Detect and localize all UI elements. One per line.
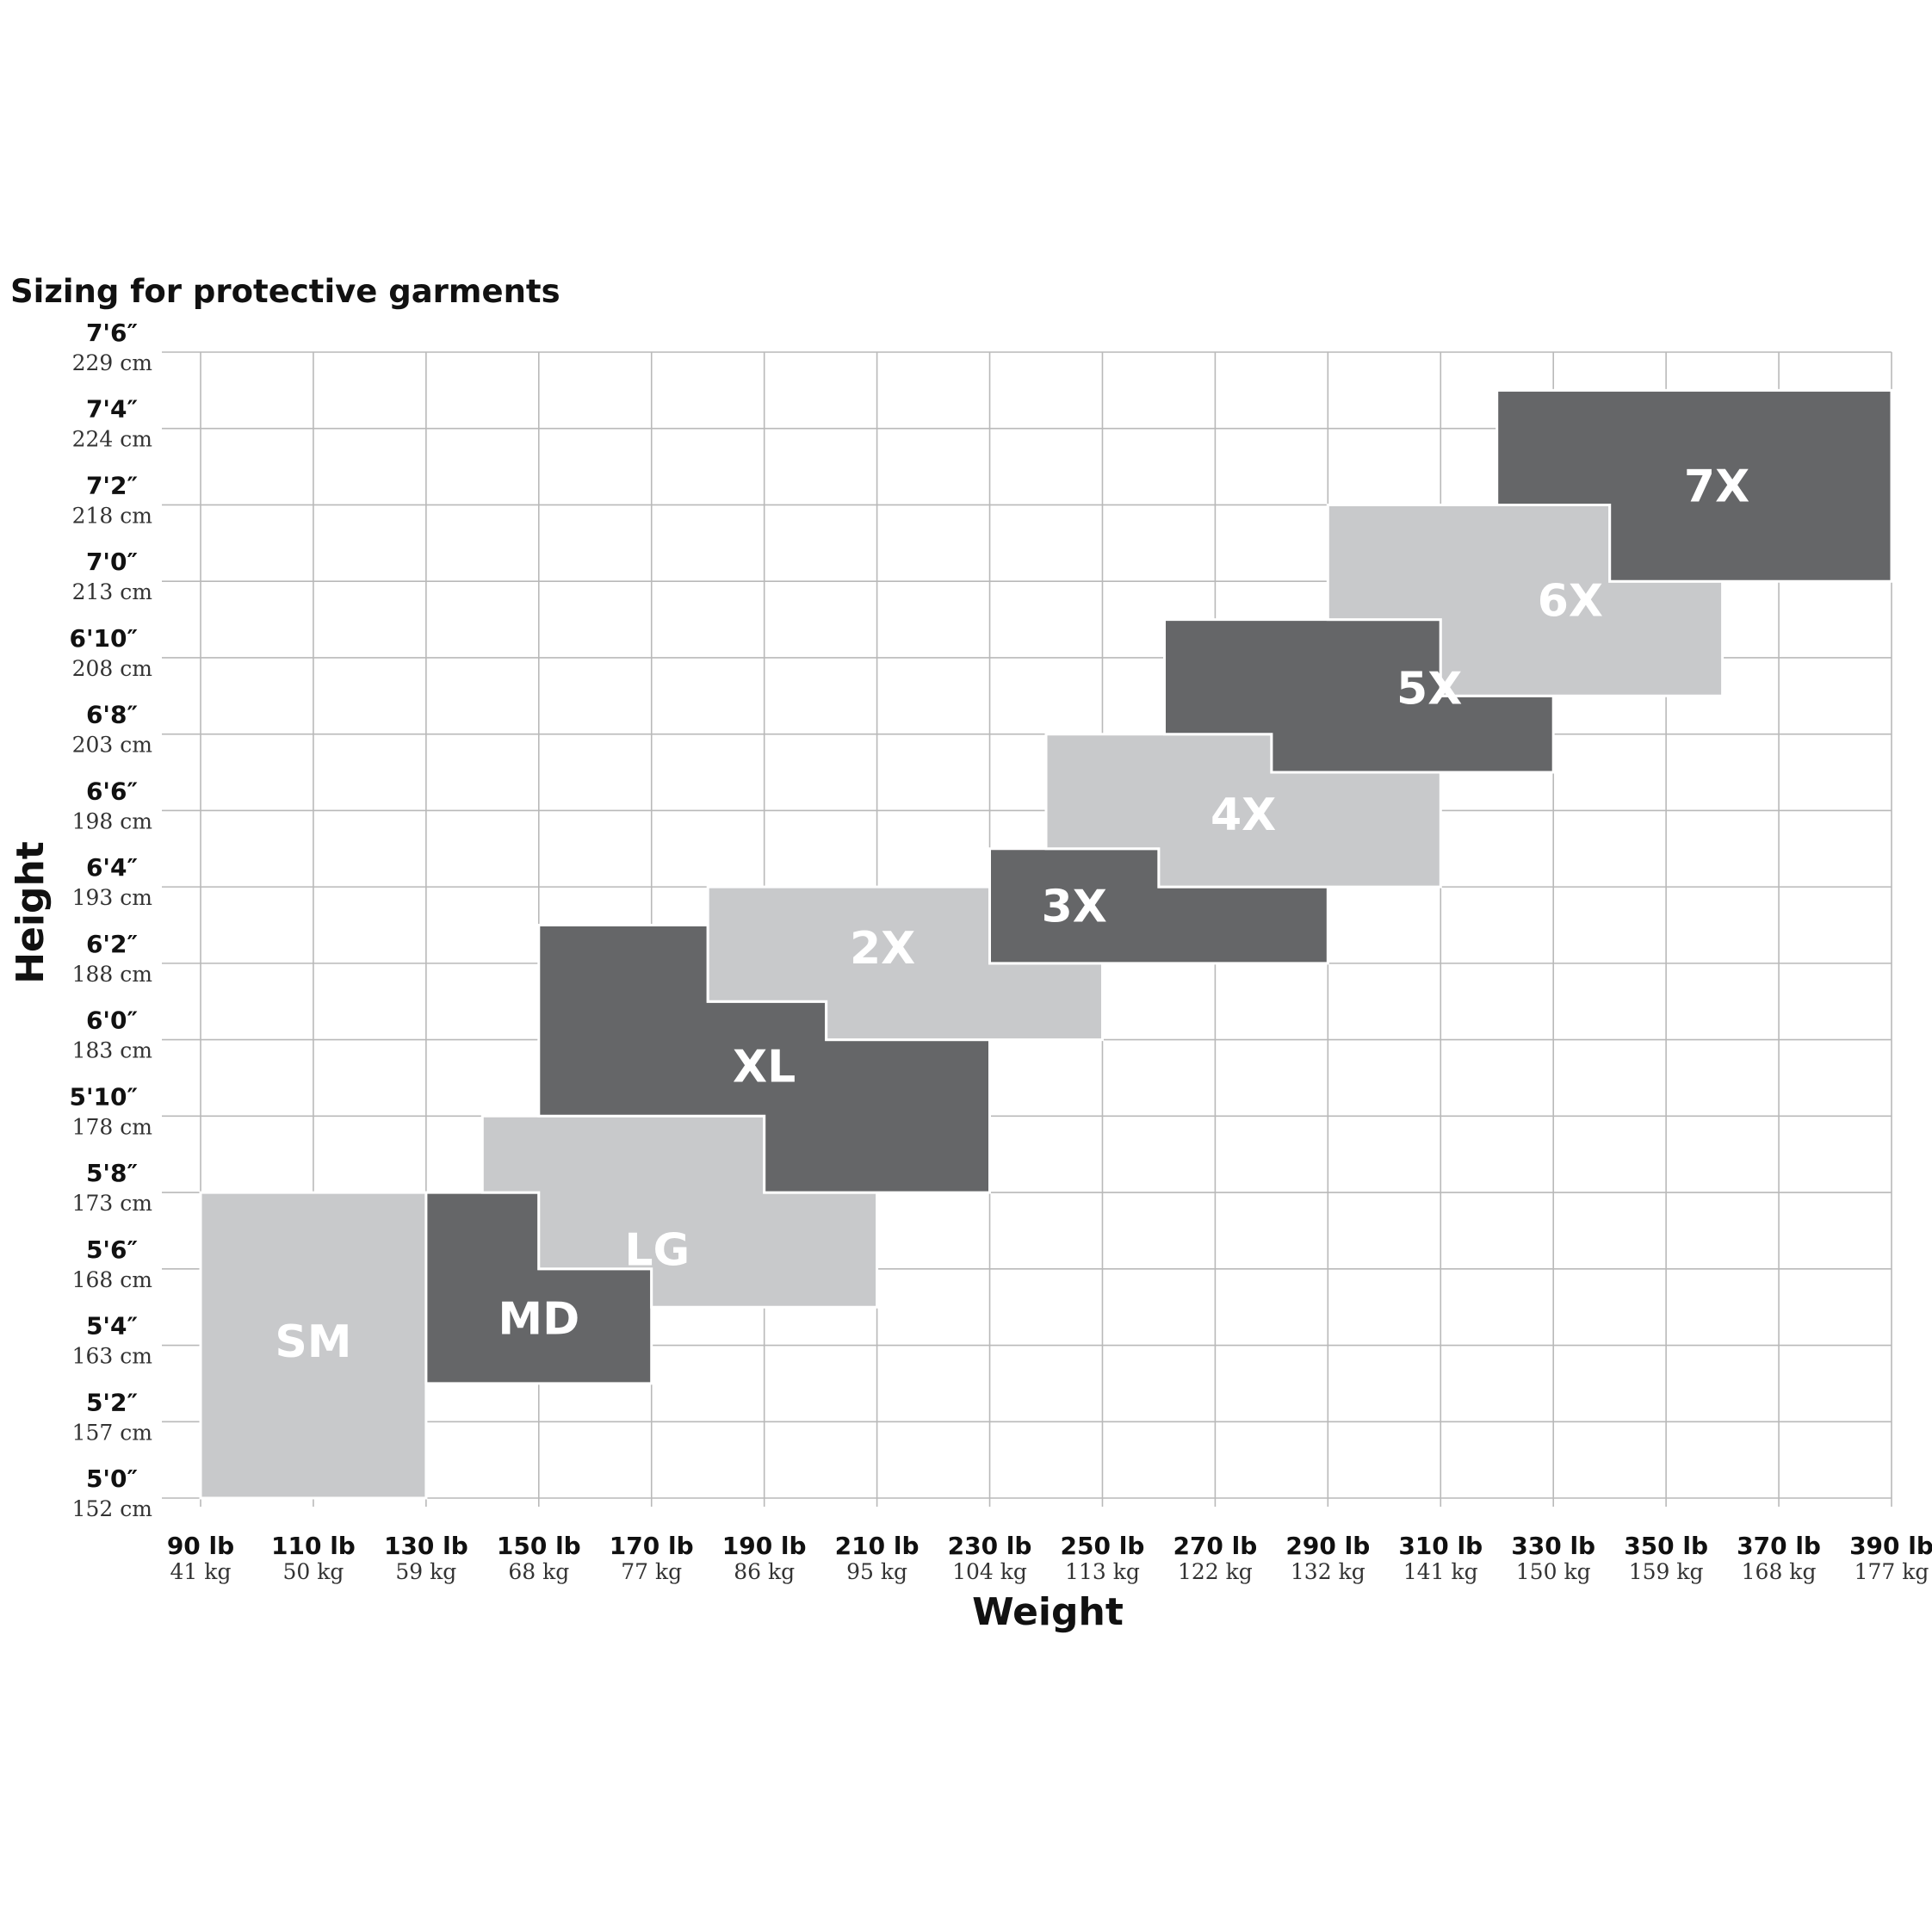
y-tick-sublabel: 203 cm — [72, 733, 153, 758]
size-label-md: MD — [498, 1293, 579, 1345]
y-tick-sublabel: 183 cm — [72, 1038, 153, 1063]
y-tick-label: 5'6″ — [86, 1235, 138, 1264]
size-label-6x: 6X — [1538, 575, 1603, 627]
size-label-lg: LG — [624, 1225, 690, 1277]
x-tick-sublabel: 177 kg — [1855, 1559, 1929, 1584]
y-tick-label: 7'6″ — [86, 319, 138, 347]
y-tick-label: 5'0″ — [86, 1464, 138, 1493]
y-tick-sublabel: 188 cm — [72, 962, 153, 987]
x-tick-sublabel: 159 kg — [1629, 1559, 1704, 1584]
x-tick-sublabel: 141 kg — [1403, 1559, 1478, 1584]
size-regions — [199, 388, 1893, 1500]
y-tick-label: 6'2″ — [86, 930, 138, 958]
x-tick-sublabel: 95 kg — [846, 1559, 907, 1584]
x-tick-sublabel: 122 kg — [1178, 1559, 1253, 1584]
y-axis-title: Height — [9, 841, 53, 984]
x-tick-label: 310 lb — [1398, 1532, 1483, 1560]
y-tick-sublabel: 208 cm — [72, 656, 153, 681]
y-tick-sublabel: 229 cm — [72, 350, 153, 375]
y-tick-label: 6'8″ — [86, 701, 138, 729]
x-tick-sublabel: 59 kg — [395, 1559, 456, 1584]
y-tick-label: 6'10″ — [69, 624, 138, 653]
x-tick-sublabel: 113 kg — [1065, 1559, 1140, 1584]
x-tick-label: 230 lb — [948, 1532, 1032, 1560]
x-tick-label: 270 lb — [1173, 1532, 1257, 1560]
x-tick-label: 250 lb — [1061, 1532, 1145, 1560]
x-tick-sublabel: 132 kg — [1291, 1559, 1365, 1584]
size-label-5x: 5X — [1396, 663, 1462, 715]
y-tick-sublabel: 163 cm — [72, 1344, 153, 1369]
x-tick-sublabel: 86 kg — [734, 1559, 795, 1584]
y-tick-sublabel: 193 cm — [72, 885, 153, 910]
y-tick-label: 5'8″ — [86, 1159, 138, 1187]
size-label-sm: SM — [275, 1316, 351, 1368]
x-tick-label: 110 lb — [271, 1532, 356, 1560]
x-tick-sublabel: 104 kg — [952, 1559, 1027, 1584]
x-tick-label: 390 lb — [1849, 1532, 1932, 1560]
x-tick-label: 210 lb — [835, 1532, 920, 1560]
y-tick-label: 6'4″ — [86, 853, 138, 882]
size-label-7x: 7X — [1684, 461, 1749, 512]
y-tick-sublabel: 218 cm — [72, 503, 153, 528]
y-tick-label: 6'0″ — [86, 1006, 138, 1035]
size-label-4x: 4X — [1211, 790, 1276, 841]
x-tick-sublabel: 150 kg — [1516, 1559, 1591, 1584]
y-tick-sublabel: 178 cm — [72, 1114, 153, 1139]
x-tick-label: 130 lb — [384, 1532, 468, 1560]
y-tick-label: 7'4″ — [86, 395, 138, 424]
y-tick-label: 5'4″ — [86, 1312, 138, 1341]
size-labels: SM MD LG XL 2X 3X 4X 5X 6X 7X — [275, 461, 1749, 1368]
y-tick-sublabel: 157 cm — [72, 1420, 153, 1445]
size-label-xl: XL — [733, 1042, 796, 1093]
x-tick-sublabel: 168 kg — [1742, 1559, 1817, 1584]
x-tick-label: 290 lb — [1285, 1532, 1370, 1560]
x-axis-title: Weight — [972, 1590, 1124, 1634]
y-tick-sublabel: 168 cm — [72, 1267, 153, 1292]
x-tick-label: 370 lb — [1737, 1532, 1821, 1560]
x-tick-label: 170 lb — [610, 1532, 694, 1560]
x-tick-sublabel: 68 kg — [508, 1559, 569, 1584]
y-tick-label: 7'0″ — [86, 548, 138, 576]
x-tick-label: 330 lb — [1511, 1532, 1595, 1560]
y-tick-sublabel: 152 cm — [72, 1496, 153, 1521]
size-region-lg — [480, 1114, 879, 1309]
x-tick-label: 350 lb — [1624, 1532, 1708, 1560]
size-label-2x: 2X — [850, 923, 915, 975]
x-tick-label: 90 lb — [167, 1532, 234, 1560]
x-tick-sublabel: 41 kg — [170, 1559, 232, 1584]
y-tick-label: 5'10″ — [69, 1082, 138, 1111]
y-tick-label: 5'2″ — [86, 1388, 138, 1416]
y-tick-label: 7'2″ — [86, 471, 138, 499]
y-tick-label: 6'6″ — [86, 777, 138, 805]
x-tick-label: 190 lb — [722, 1532, 807, 1560]
y-tick-sublabel: 224 cm — [72, 427, 153, 452]
y-tick-sublabel: 173 cm — [72, 1191, 153, 1216]
y-tick-sublabel: 213 cm — [72, 579, 153, 604]
x-tick-sublabel: 77 kg — [621, 1559, 682, 1584]
y-axis-ticks: 5'0″ 152 cm 5'2″ 157 cm 5'4″ 163 cm 5'6″ 168 cm… — [69, 319, 152, 1521]
size-label-3x: 3X — [1042, 881, 1107, 932]
x-tick-sublabel: 50 kg — [282, 1559, 344, 1584]
x-tick-label: 150 lb — [497, 1532, 581, 1560]
y-tick-sublabel: 198 cm — [72, 808, 153, 833]
size-region-7x — [1495, 388, 1893, 583]
chart-title: Sizing for protective garments — [10, 273, 560, 310]
